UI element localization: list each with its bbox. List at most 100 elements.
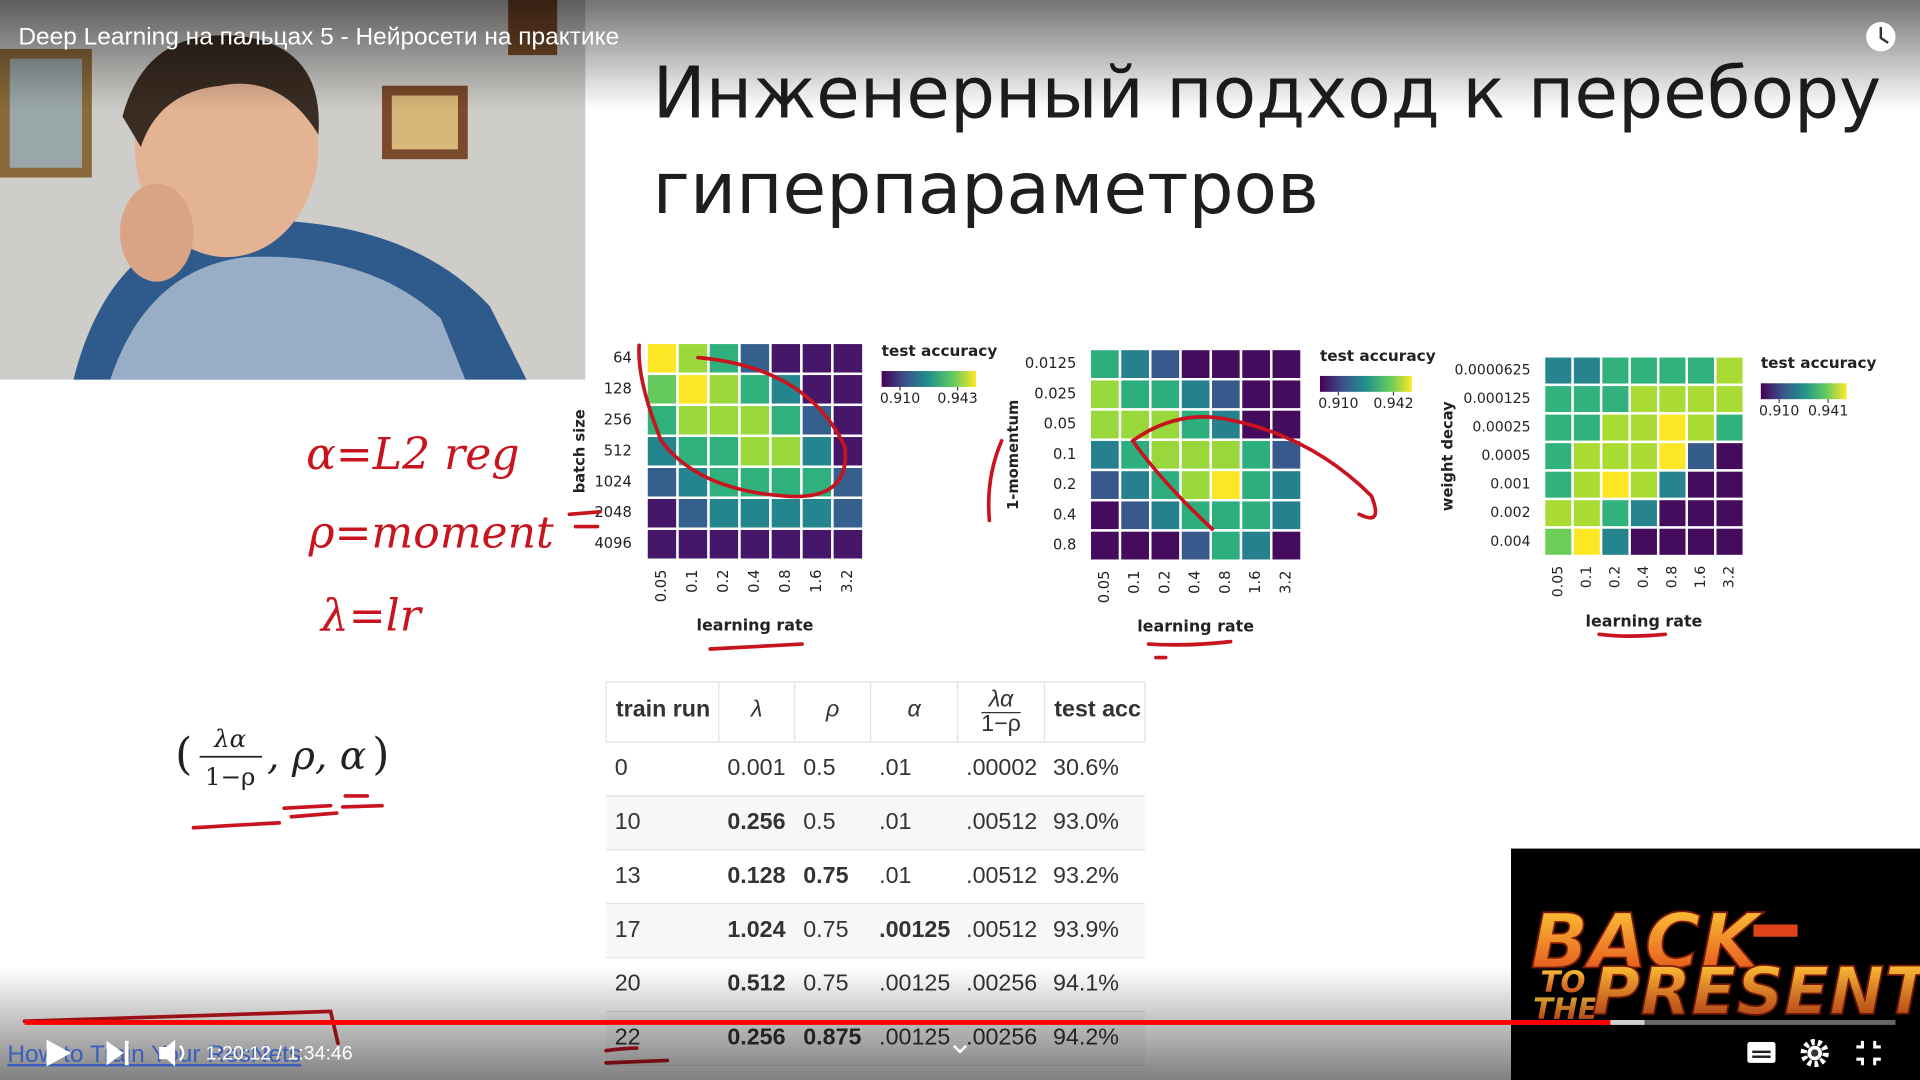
- heatmap-cell: [1571, 355, 1603, 387]
- heatmap-cell: [645, 372, 679, 407]
- colorbar: [881, 371, 976, 387]
- heatmap-cell: [1542, 383, 1574, 415]
- colorbar-label: 0.942: [1373, 396, 1413, 412]
- heatmap-cell: [1149, 347, 1182, 381]
- heatmap-cell: [769, 527, 803, 561]
- x-tick-label: 1.6: [808, 570, 825, 593]
- heatmap-cell: [1656, 383, 1688, 415]
- heatmap-cell: [1685, 412, 1717, 444]
- legend-title: test accuracy: [1320, 347, 1436, 365]
- table-cell: 0.75: [803, 916, 848, 942]
- heatmap-cell: [1118, 378, 1152, 411]
- x-tick-label: 0.8: [1664, 566, 1680, 588]
- heatmap-cell: [1149, 438, 1182, 472]
- heatmap-cell: [800, 434, 834, 468]
- heatmap-cell: [831, 465, 865, 499]
- table-cell: 30.6%: [1053, 754, 1119, 780]
- x-axis-label: learning rate: [697, 615, 814, 634]
- x-tick-label: 0.8: [777, 570, 794, 593]
- heatmap-cell: [800, 341, 834, 376]
- heatmap-cell: [1118, 408, 1152, 441]
- colorbar-label: 0.910: [1759, 403, 1799, 419]
- heatmap-cell: [1656, 497, 1688, 529]
- y-tick-label: 0.0000625: [1454, 363, 1530, 379]
- x-tick-label: 1.6: [1693, 566, 1709, 588]
- subtitles-button[interactable]: [1747, 1042, 1776, 1063]
- y-tick-label: 4096: [594, 535, 631, 552]
- y-tick-label: 0.2: [1053, 476, 1076, 493]
- heatmap-cell: [769, 434, 803, 468]
- heatmap-cell: [1209, 378, 1243, 411]
- colorbar: [1760, 383, 1847, 400]
- heatmap-cell: [1685, 440, 1717, 472]
- table-cell: .01: [879, 808, 911, 834]
- heatmap-cell: [1270, 347, 1303, 381]
- table-cell: .00002: [966, 754, 1037, 780]
- heatmap-cell: [1209, 347, 1243, 381]
- heatmap-cell: [769, 496, 803, 530]
- formula-rest: , ρ, α: [267, 734, 366, 779]
- play-button[interactable]: [46, 1039, 72, 1067]
- heatmap-cell: [1542, 355, 1574, 387]
- y-tick-label: 0.8: [1053, 537, 1076, 554]
- header-cell: train run: [616, 695, 710, 721]
- heatmap-cell: [1685, 469, 1717, 501]
- y-tick-label: 1024: [594, 473, 631, 490]
- heatmap-cell: [1179, 529, 1212, 562]
- y-axis-label: weight decay: [1440, 401, 1457, 511]
- heatmap-cell: [1209, 498, 1243, 532]
- formula-paren: (: [175, 729, 192, 780]
- heatmap-cell: [1685, 355, 1717, 387]
- heatmap-cell: [1270, 468, 1303, 502]
- watch-later-button[interactable]: [1866, 22, 1896, 52]
- colorbar: [1320, 375, 1412, 392]
- table-cell: .00512: [966, 808, 1037, 834]
- header-cell: ρ: [825, 695, 839, 721]
- table-cell: 0.5: [803, 808, 835, 834]
- x-tick-label: 3.2: [1722, 566, 1738, 588]
- table-cell: 0.001: [727, 754, 785, 780]
- heatmap-cell: [1599, 469, 1631, 501]
- heatmap-cell: [676, 496, 710, 530]
- header-den: 1−ρ: [981, 710, 1021, 736]
- y-tick-label: 0.0125: [1025, 355, 1076, 372]
- settings-button[interactable]: [1800, 1038, 1829, 1068]
- header-num: λα: [987, 686, 1014, 712]
- heatmap-cell: [1714, 383, 1746, 415]
- y-tick-label: 256: [604, 411, 632, 428]
- heatmap-cell: [1179, 347, 1212, 381]
- video-title[interactable]: Deep Learning на пальцах 5 - Нейросети н…: [18, 23, 619, 50]
- heatmap-cell: [738, 527, 772, 561]
- formula: ( λα 1−ρ , ρ, α ): [175, 724, 389, 791]
- heatmap-cell: [1149, 498, 1182, 532]
- heatmap-cell: [831, 434, 865, 468]
- y-tick-label: 0.1: [1053, 446, 1076, 463]
- next-button[interactable]: [106, 1040, 129, 1066]
- x-tick-label: 3.2: [839, 570, 856, 593]
- heatmap-cell: [769, 465, 803, 499]
- heatmap-cell: [769, 403, 803, 438]
- colorbar-label: 0.910: [880, 391, 920, 407]
- volume-button[interactable]: [159, 1039, 185, 1067]
- heatmap-cell: [800, 372, 834, 407]
- x-tick-label: 0.4: [746, 570, 763, 593]
- progress-played: [24, 1020, 1611, 1025]
- heatmap-cell: [707, 434, 741, 468]
- heatmap-cell: [1599, 526, 1631, 558]
- x-tick-label: 0.1: [1579, 566, 1595, 588]
- x-tick-label: 0.2: [715, 570, 732, 593]
- heatmap-cell: [1179, 438, 1212, 472]
- exit-fullscreen-button[interactable]: [1856, 1040, 1881, 1066]
- chapters-button[interactable]: [953, 1044, 967, 1054]
- heatmap-cell: [831, 527, 865, 561]
- table-cell: .01: [879, 862, 911, 888]
- heatmap-cell: [707, 372, 741, 407]
- heatmap-cell: [645, 341, 679, 376]
- heatmap-cell: [1628, 497, 1660, 529]
- heatmap-cell: [1179, 378, 1212, 411]
- heatmap-cell: [1270, 378, 1303, 411]
- heatmap-cell: [1628, 469, 1660, 501]
- heatmap-cell: [1571, 412, 1603, 444]
- x-axis-label: learning rate: [1586, 612, 1703, 631]
